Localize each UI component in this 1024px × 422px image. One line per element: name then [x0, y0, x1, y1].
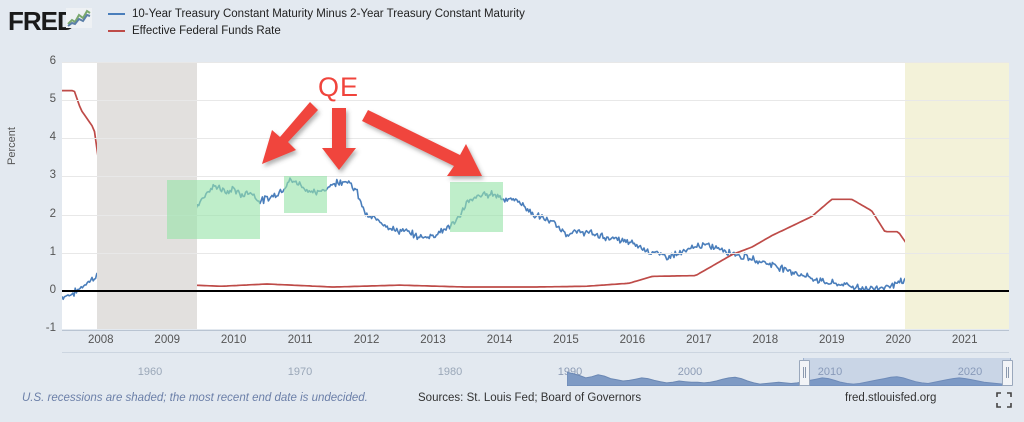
slider-handle-right[interactable]: [1002, 360, 1013, 386]
legend-swatch-blue-icon: [108, 12, 125, 15]
x-axis: 2008 2009 2010 2011 2012 2013 2014 2015 2016 2017…: [62, 330, 1009, 350]
gridline: [62, 214, 1009, 216]
x-tick-2009: 2009: [154, 334, 181, 346]
gridline: [62, 100, 1009, 102]
y-tick-neg1: -1: [45, 322, 56, 334]
range-navigator-decade-1960: 1960: [137, 366, 163, 378]
range-navigator-decade-1980: 1980: [437, 366, 463, 378]
sources-text: Sources: St. Louis Fed; Board of Governo…: [418, 392, 642, 404]
qe1-box: [167, 180, 261, 240]
legend-label-fed-funds: Effective Federal Funds Rate: [132, 24, 281, 37]
zero-reference-line: [62, 289, 1009, 292]
x-tick-2017: 2017: [686, 334, 712, 346]
range-navigator-decade-2020: 2020: [957, 366, 983, 378]
x-tick-2016: 2016: [619, 334, 646, 346]
recession-note: U.S. recessions are shaded; the most rec…: [22, 392, 368, 404]
gridline: [62, 176, 1009, 178]
y-tick-6: 6: [49, 55, 56, 67]
series-line-fed-funds: [62, 89, 1007, 289]
legend-item-treasury-spread[interactable]: 10-Year Treasury Constant Maturity Minus…: [108, 5, 525, 22]
gridline: [62, 62, 1009, 63]
x-tick-2015: 2015: [553, 334, 579, 346]
gridline: [62, 252, 1009, 254]
y-tick-2: 2: [49, 207, 56, 220]
x-tick-2018: 2018: [752, 334, 779, 346]
range-navigator-decade-2010: 2010: [817, 366, 843, 378]
recession-2020: [904, 62, 1009, 329]
qe2-box: [283, 176, 327, 213]
y-axis-ticks: 6 5 4 3 2 1 0 -1: [22, 0, 56, 422]
line-chart-icon: [66, 8, 92, 28]
qe3-box: [449, 182, 503, 232]
y-tick-4: 4: [49, 131, 56, 144]
range-navigator[interactable]: 1960 1970 1980 1990 2000 2010 2020: [62, 352, 1013, 386]
x-tick-2019: 2019: [818, 334, 845, 346]
fred-url[interactable]: fred.stlouisfed.org: [845, 392, 937, 404]
chart-footer: U.S. recessions are shaded; the most rec…: [0, 392, 1024, 422]
x-tick-2010: 2010: [220, 334, 247, 346]
x-tick-2021: 2021: [951, 334, 978, 346]
x-tick-2020: 2020: [885, 334, 912, 346]
slider-handle-left[interactable]: [799, 360, 810, 386]
qe-annotation-label: QE: [318, 72, 360, 102]
plot-area[interactable]: [62, 62, 1009, 329]
fullscreen-expand-icon[interactable]: [994, 390, 1014, 410]
y-axis-title: Percent: [6, 127, 18, 165]
range-navigator-decade-2000: 2000: [677, 366, 703, 378]
legend-label-treasury-spread: 10-Year Treasury Constant Maturity Minus…: [132, 7, 525, 20]
legend-swatch-red-icon: [108, 29, 125, 32]
x-tick-2008: 2008: [87, 334, 114, 346]
y-tick-3: 3: [49, 169, 56, 182]
range-navigator-decade-1970: 1970: [287, 366, 313, 378]
x-tick-2014: 2014: [486, 334, 513, 346]
x-tick-2011: 2011: [287, 334, 313, 346]
range-navigator-series: [567, 371, 1009, 386]
fred-logo-text: FRED: [8, 6, 76, 36]
x-tick-2012: 2012: [353, 334, 380, 346]
range-navigator-selection[interactable]: [803, 358, 1011, 386]
y-tick-1: 1: [49, 245, 56, 258]
gridline: [62, 138, 1009, 140]
y-tick-5: 5: [49, 93, 56, 106]
y-tick-0: 0: [49, 283, 56, 296]
x-axis-rule: [62, 330, 1009, 331]
range-navigator-rule: [62, 352, 1009, 353]
chart-legend: 10-Year Treasury Constant Maturity Minus…: [108, 5, 525, 39]
legend-item-fed-funds[interactable]: Effective Federal Funds Rate: [108, 22, 525, 39]
chart-header: FRED® 10-Year Treasury Constant Maturity…: [0, 0, 1024, 52]
x-tick-2013: 2013: [420, 334, 446, 346]
